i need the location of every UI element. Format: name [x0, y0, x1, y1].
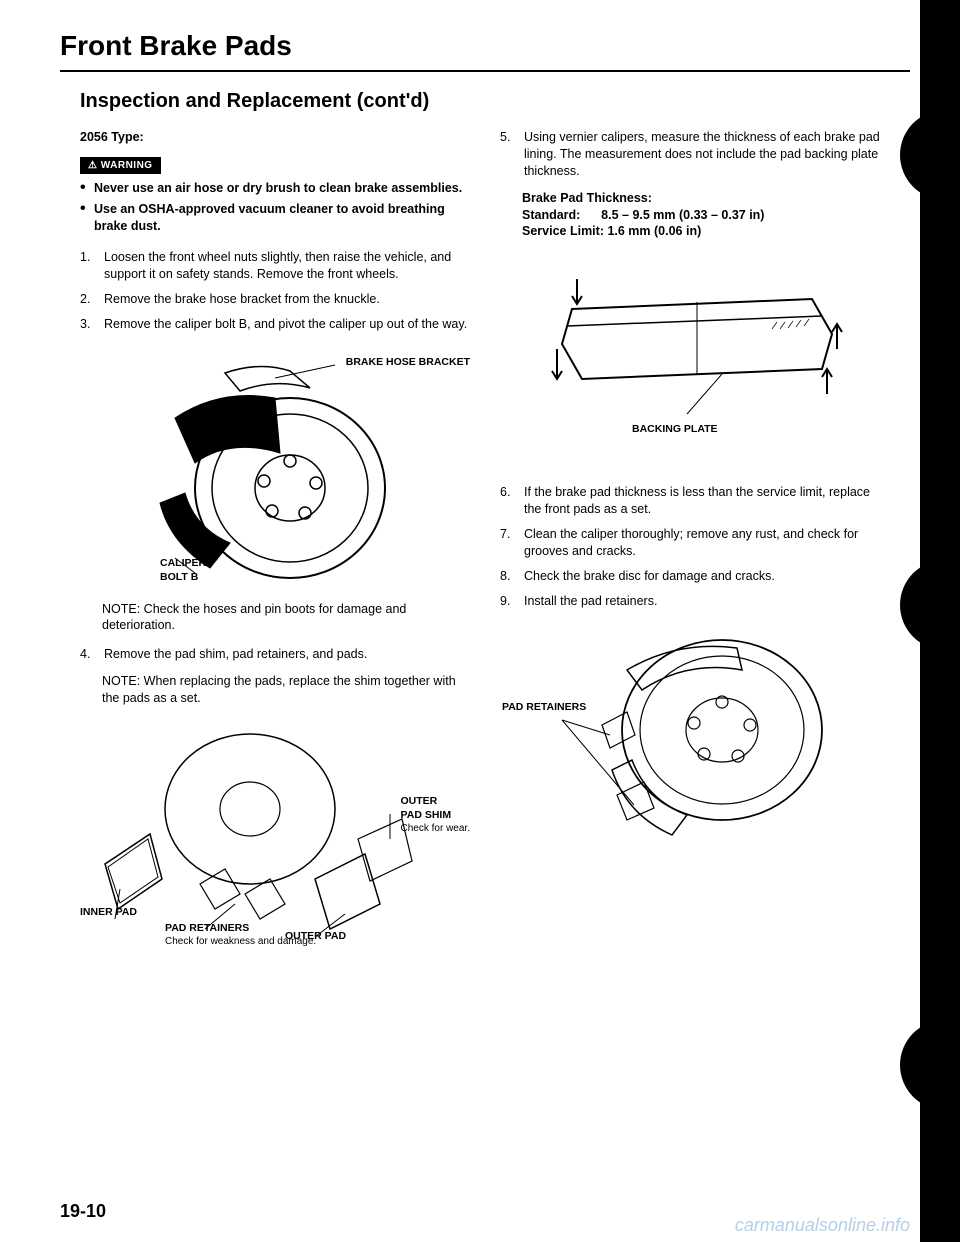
- diagram-retainers-install: PAD RETAINERS: [522, 620, 890, 850]
- step-item: 4. Remove the pad shim, pad retainers, a…: [80, 646, 470, 663]
- label-pad-shim: PAD SHIM: [401, 808, 470, 822]
- warning-item: Never use an air hose or dry brush to cl…: [80, 180, 470, 197]
- step-item: 7. Clean the caliper thoroughly; remove …: [500, 526, 890, 560]
- label-bolt-b: BOLT B: [160, 570, 206, 584]
- step-item: 6. If the brake pad thickness is less th…: [500, 484, 890, 518]
- steps-list-left: 1. Loosen the front wheel nuts slightly,…: [80, 249, 470, 333]
- thickness-service: Service Limit: 1.6 mm (0.06 in): [522, 223, 890, 240]
- thickness-standard: Standard: 8.5 – 9.5 mm (0.33 – 0.37 in): [522, 207, 890, 224]
- step-text: Remove the caliper bolt B, and pivot the…: [104, 317, 467, 331]
- step-text: Clean the caliper thoroughly; remove any…: [524, 527, 858, 558]
- step-item: 9. Install the pad retainers.: [500, 593, 890, 610]
- step-4-list: 4. Remove the pad shim, pad retainers, a…: [80, 646, 470, 663]
- step-text: If the brake pad thickness is less than …: [524, 485, 870, 516]
- step-number: 9.: [500, 593, 510, 610]
- step-number: 8.: [500, 568, 510, 585]
- label-outer: OUTER: [401, 794, 470, 808]
- step-text: Remove the pad shim, pad retainers, and …: [104, 647, 367, 661]
- label-inner-pad: INNER PAD: [80, 905, 137, 919]
- label-pad-retainers-install: PAD RETAINERS: [502, 700, 586, 714]
- step-number: 4.: [80, 646, 90, 663]
- step-item: 2. Remove the brake hose bracket from th…: [80, 291, 470, 308]
- two-column-layout: 2056 Type: ⚠ WARNING Never use an air ho…: [60, 129, 910, 955]
- warning-list: Never use an air hose or dry brush to cl…: [80, 180, 470, 235]
- type-label: 2056 Type:: [80, 129, 470, 146]
- label-shim-sub: Check for wear.: [401, 822, 470, 836]
- step-text: Remove the brake hose bracket from the k…: [104, 292, 380, 306]
- page-container: Front Brake Pads Inspection and Replacem…: [0, 0, 960, 1242]
- warning-badge: ⚠ WARNING: [80, 157, 161, 175]
- page-number: 19-10: [60, 1201, 106, 1222]
- step-number: 5.: [500, 129, 510, 146]
- diagram-caliper-assembly: BRAKE HOSE BRACKET CALIPER BOLT B: [80, 343, 470, 593]
- step-number: 2.: [80, 291, 90, 308]
- step-text: Loosen the front wheel nuts slightly, th…: [104, 250, 451, 281]
- diagram-pads-exploded: INNER PAD PAD RETAINERS Check for weakne…: [80, 719, 470, 949]
- step-number: 3.: [80, 316, 90, 333]
- thickness-header: Brake Pad Thickness:: [522, 190, 890, 207]
- step-item: 8. Check the brake disc for damage and c…: [500, 568, 890, 585]
- step-item: 1. Loosen the front wheel nuts slightly,…: [80, 249, 470, 283]
- step-5-list: 5. Using vernier calipers, measure the t…: [500, 129, 890, 180]
- step-text: Check the brake disc for damage and crac…: [524, 569, 775, 583]
- step-number: 1.: [80, 249, 90, 266]
- left-column: 2056 Type: ⚠ WARNING Never use an air ho…: [80, 129, 470, 955]
- right-column: 5. Using vernier calipers, measure the t…: [500, 129, 890, 955]
- steps-list-right: 6. If the brake pad thickness is less th…: [500, 484, 890, 609]
- divider: [60, 70, 910, 72]
- step-item: 5. Using vernier calipers, measure the t…: [500, 129, 890, 180]
- warning-item: Use an OSHA-approved vacuum cleaner to a…: [80, 201, 470, 235]
- page-title: Front Brake Pads: [60, 30, 910, 62]
- label-brake-hose-bracket: BRAKE HOSE BRACKET: [346, 355, 470, 369]
- label-outer-pad: OUTER PAD: [285, 929, 346, 943]
- step-text: Install the pad retainers.: [524, 594, 657, 608]
- step-number: 6.: [500, 484, 510, 501]
- label-caliper: CALIPER: [160, 556, 206, 570]
- step-number: 7.: [500, 526, 510, 543]
- note-replace-pads: NOTE: When replacing the pads, replace t…: [102, 673, 470, 707]
- step-text: Using vernier calipers, measure the thic…: [524, 130, 880, 178]
- note-hoses: NOTE: Check the hoses and pin boots for …: [102, 601, 470, 635]
- step-item: 3. Remove the caliper bolt B, and pivot …: [80, 316, 470, 333]
- section-subtitle: Inspection and Replacement (cont'd): [80, 90, 890, 113]
- watermark: carmanualsonline.info: [735, 1215, 910, 1236]
- label-backing-plate: BACKING PLATE: [632, 422, 718, 436]
- thickness-block: Brake Pad Thickness: Standard: 8.5 – 9.5…: [522, 190, 890, 241]
- diagram-pad-thickness: BACKING PLATE: [522, 254, 890, 444]
